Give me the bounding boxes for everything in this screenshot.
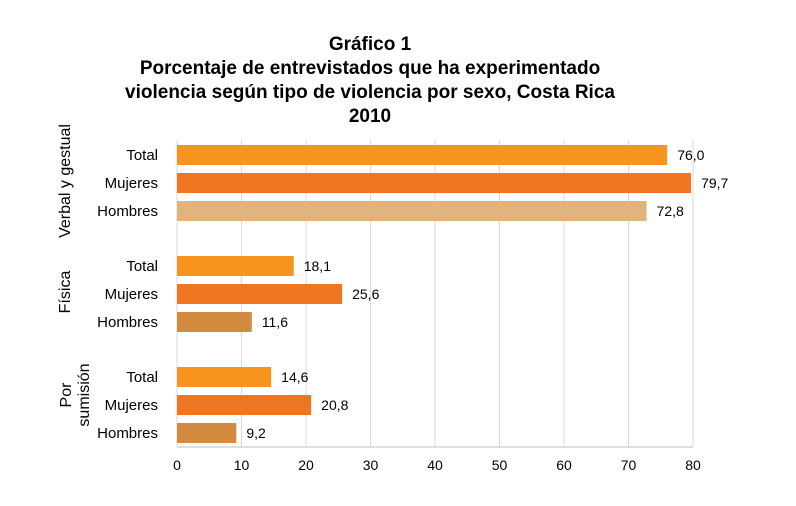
chart-title: Gráfico 1 Porcentaje de entrevistados qu… <box>0 33 740 129</box>
chart-title-line-3: violencia según tipo de violencia por se… <box>125 82 615 103</box>
bar <box>177 284 343 304</box>
category-label: Total <box>126 369 158 386</box>
x-tick-label: 30 <box>363 457 379 473</box>
x-tick-label: 40 <box>427 457 443 473</box>
category-label: Hombres <box>97 425 158 442</box>
bar <box>177 312 252 332</box>
data-label: 11,6 <box>262 314 288 330</box>
group-label: Física <box>57 271 74 314</box>
data-label: 25,6 <box>352 286 379 302</box>
group-label-line: sumisión <box>76 363 93 426</box>
x-tick-label: 80 <box>685 457 701 473</box>
data-label: 20,8 <box>321 397 348 413</box>
bar <box>177 173 692 193</box>
bar <box>177 367 272 387</box>
bar <box>177 423 237 443</box>
bar <box>177 256 294 276</box>
x-tick-label: 10 <box>234 457 250 473</box>
category-label: Mujeres <box>105 397 158 414</box>
group-label: Verbal y gestual <box>57 124 74 238</box>
data-label: 14,6 <box>281 369 308 385</box>
category-label: Hombres <box>97 314 158 331</box>
x-tick-label: 50 <box>492 457 508 473</box>
category-label: Mujeres <box>105 175 158 192</box>
chart-title-line-2: Porcentaje de entrevistados que ha exper… <box>139 58 601 79</box>
bar <box>177 201 647 221</box>
group-label-line: Por <box>58 382 75 408</box>
chart-title-line-4: 2010 <box>348 106 392 127</box>
category-label: Total <box>126 258 158 275</box>
group-label: Porsumisión <box>58 363 93 426</box>
x-tick-label: 60 <box>556 457 572 473</box>
data-label: 76,0 <box>677 147 704 163</box>
data-label: 9,2 <box>246 425 266 441</box>
bar <box>177 395 312 415</box>
chart-title-line-1: Gráfico 1 <box>328 34 412 55</box>
category-label: Mujeres <box>105 286 158 303</box>
x-tick-label: 0 <box>173 457 181 473</box>
data-label: 72,8 <box>657 203 684 219</box>
category-label: Total <box>126 147 158 164</box>
bar <box>177 145 668 165</box>
data-label: 18,1 <box>304 258 331 274</box>
category-label: Hombres <box>97 203 158 220</box>
x-tick-label: 20 <box>298 457 314 473</box>
data-label: 79,7 <box>701 175 728 191</box>
x-tick-label: 70 <box>621 457 637 473</box>
